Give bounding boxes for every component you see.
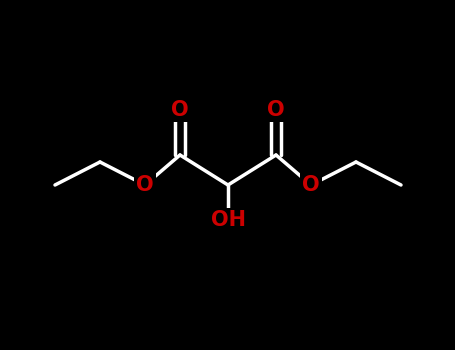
Text: O: O — [136, 175, 154, 195]
Text: OH: OH — [211, 210, 246, 230]
Text: O: O — [267, 100, 285, 120]
Text: O: O — [302, 175, 320, 195]
Text: O: O — [171, 100, 189, 120]
